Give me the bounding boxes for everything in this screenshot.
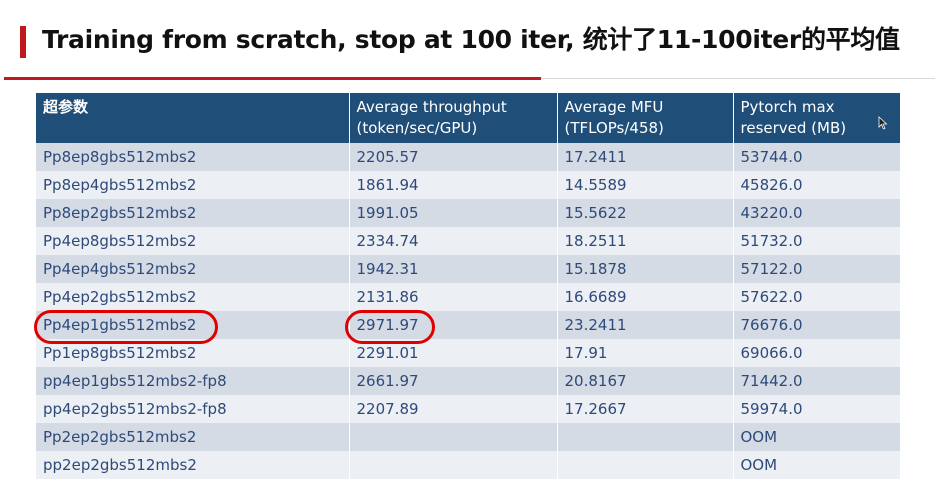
cell-mfu: 23.2411 <box>557 311 734 339</box>
cell-config: Pp8ep2gbs512mbs2 <box>36 199 350 227</box>
table-row: pp4ep1gbs512mbs2-fp8 2661.97 20.8167 714… <box>36 367 901 395</box>
cell-throughput: 2205.57 <box>349 143 558 171</box>
cell-memory: OOM <box>733 423 901 451</box>
cell-memory: 59974.0 <box>733 395 901 423</box>
cell-mfu: 17.2667 <box>557 395 734 423</box>
header-line: Average throughput <box>356 98 507 116</box>
results-table: 超参数 Average throughput (token/sec/GPU) A… <box>36 93 901 479</box>
cell-config: pp4ep1gbs512mbs2-fp8 <box>36 367 350 395</box>
cell-throughput: 2207.89 <box>349 395 558 423</box>
cell-throughput: 2131.86 <box>349 283 558 311</box>
cell-mfu: 20.8167 <box>557 367 734 395</box>
header-throughput: Average throughput (token/sec/GPU) <box>349 93 558 143</box>
cell-memory: 51732.0 <box>733 227 901 255</box>
cell-config: pp2ep2gbs512mbs2 <box>36 451 350 479</box>
cell-mfu: 15.5622 <box>557 199 734 227</box>
mouse-cursor-icon <box>878 116 888 130</box>
cell-mfu: 17.91 <box>557 339 734 367</box>
cell-mfu: 16.6689 <box>557 283 734 311</box>
cell-memory: 45826.0 <box>733 171 901 199</box>
cell-memory: 76676.0 <box>733 311 901 339</box>
results-table-container: 超参数 Average throughput (token/sec/GPU) A… <box>36 93 901 479</box>
cell-config: Pp4ep4gbs512mbs2 <box>36 255 350 283</box>
cell-config: Pp4ep2gbs512mbs2 <box>36 283 350 311</box>
cell-throughput <box>349 451 558 479</box>
cell-mfu: 18.2511 <box>557 227 734 255</box>
highlight-circle-throughput <box>345 310 435 344</box>
title-underline-red <box>4 77 541 80</box>
cell-config: Pp4ep8gbs512mbs2 <box>36 227 350 255</box>
cell-memory: 57122.0 <box>733 255 901 283</box>
header-line: 超参数 <box>43 98 89 116</box>
slide-title-bar: Training from scratch, stop at 100 iter,… <box>0 0 935 80</box>
cell-memory: 69066.0 <box>733 339 901 367</box>
cell-mfu: 14.5589 <box>557 171 734 199</box>
cell-mfu <box>557 451 734 479</box>
table-row: Pp4ep4gbs512mbs2 1942.31 15.1878 57122.0 <box>36 255 901 283</box>
header-line: Pytorch max <box>740 98 835 116</box>
table-header-row: 超参数 Average throughput (token/sec/GPU) A… <box>36 93 901 143</box>
cell-throughput: 2661.97 <box>349 367 558 395</box>
cell-memory: 43220.0 <box>733 199 901 227</box>
table-row: Pp8ep4gbs512mbs2 1861.94 14.5589 45826.0 <box>36 171 901 199</box>
cell-config: Pp8ep8gbs512mbs2 <box>36 143 350 171</box>
cell-memory: OOM <box>733 451 901 479</box>
slide-title: Training from scratch, stop at 100 iter,… <box>42 25 900 54</box>
header-line: (TFLOPs/458) <box>564 119 664 137</box>
cell-config: Pp2ep2gbs512mbs2 <box>36 423 350 451</box>
table-row-highlighted: Pp4ep1gbs512mbs2 2971.97 23.2411 76676.0 <box>36 311 901 339</box>
cell-throughput <box>349 423 558 451</box>
table-row: Pp8ep2gbs512mbs2 1991.05 15.5622 43220.0 <box>36 199 901 227</box>
table-row: Pp4ep8gbs512mbs2 2334.74 18.2511 51732.0 <box>36 227 901 255</box>
cell-throughput: 1991.05 <box>349 199 558 227</box>
table-row: Pp8ep8gbs512mbs2 2205.57 17.2411 53744.0 <box>36 143 901 171</box>
title-accent-bar <box>20 26 26 58</box>
header-line: Average MFU <box>564 98 664 116</box>
cell-mfu: 15.1878 <box>557 255 734 283</box>
header-mfu: Average MFU (TFLOPs/458) <box>557 93 734 143</box>
cell-mfu <box>557 423 734 451</box>
cell-mfu: 17.2411 <box>557 143 734 171</box>
title-underline-gray <box>541 78 935 79</box>
highlight-circle-config <box>34 310 218 344</box>
cell-throughput: 2334.74 <box>349 227 558 255</box>
header-memory: Pytorch max reserved (MB) <box>733 93 901 143</box>
cell-memory: 57622.0 <box>733 283 901 311</box>
cell-memory: 53744.0 <box>733 143 901 171</box>
header-hyperparams: 超参数 <box>36 93 350 143</box>
cell-throughput: 1942.31 <box>349 255 558 283</box>
table-row: Pp4ep2gbs512mbs2 2131.86 16.6689 57622.0 <box>36 283 901 311</box>
table-row: pp2ep2gbs512mbs2 OOM <box>36 451 901 479</box>
table-row: pp4ep2gbs512mbs2-fp8 2207.89 17.2667 599… <box>36 395 901 423</box>
cell-throughput: 1861.94 <box>349 171 558 199</box>
table-row: Pp2ep2gbs512mbs2 OOM <box>36 423 901 451</box>
header-line: reserved (MB) <box>740 119 847 137</box>
cell-memory: 71442.0 <box>733 367 901 395</box>
cell-config: pp4ep2gbs512mbs2-fp8 <box>36 395 350 423</box>
cell-config: Pp8ep4gbs512mbs2 <box>36 171 350 199</box>
header-line: (token/sec/GPU) <box>356 119 478 137</box>
cell-config: Pp4ep1gbs512mbs2 <box>36 311 350 339</box>
cell-throughput: 2971.97 <box>349 311 558 339</box>
